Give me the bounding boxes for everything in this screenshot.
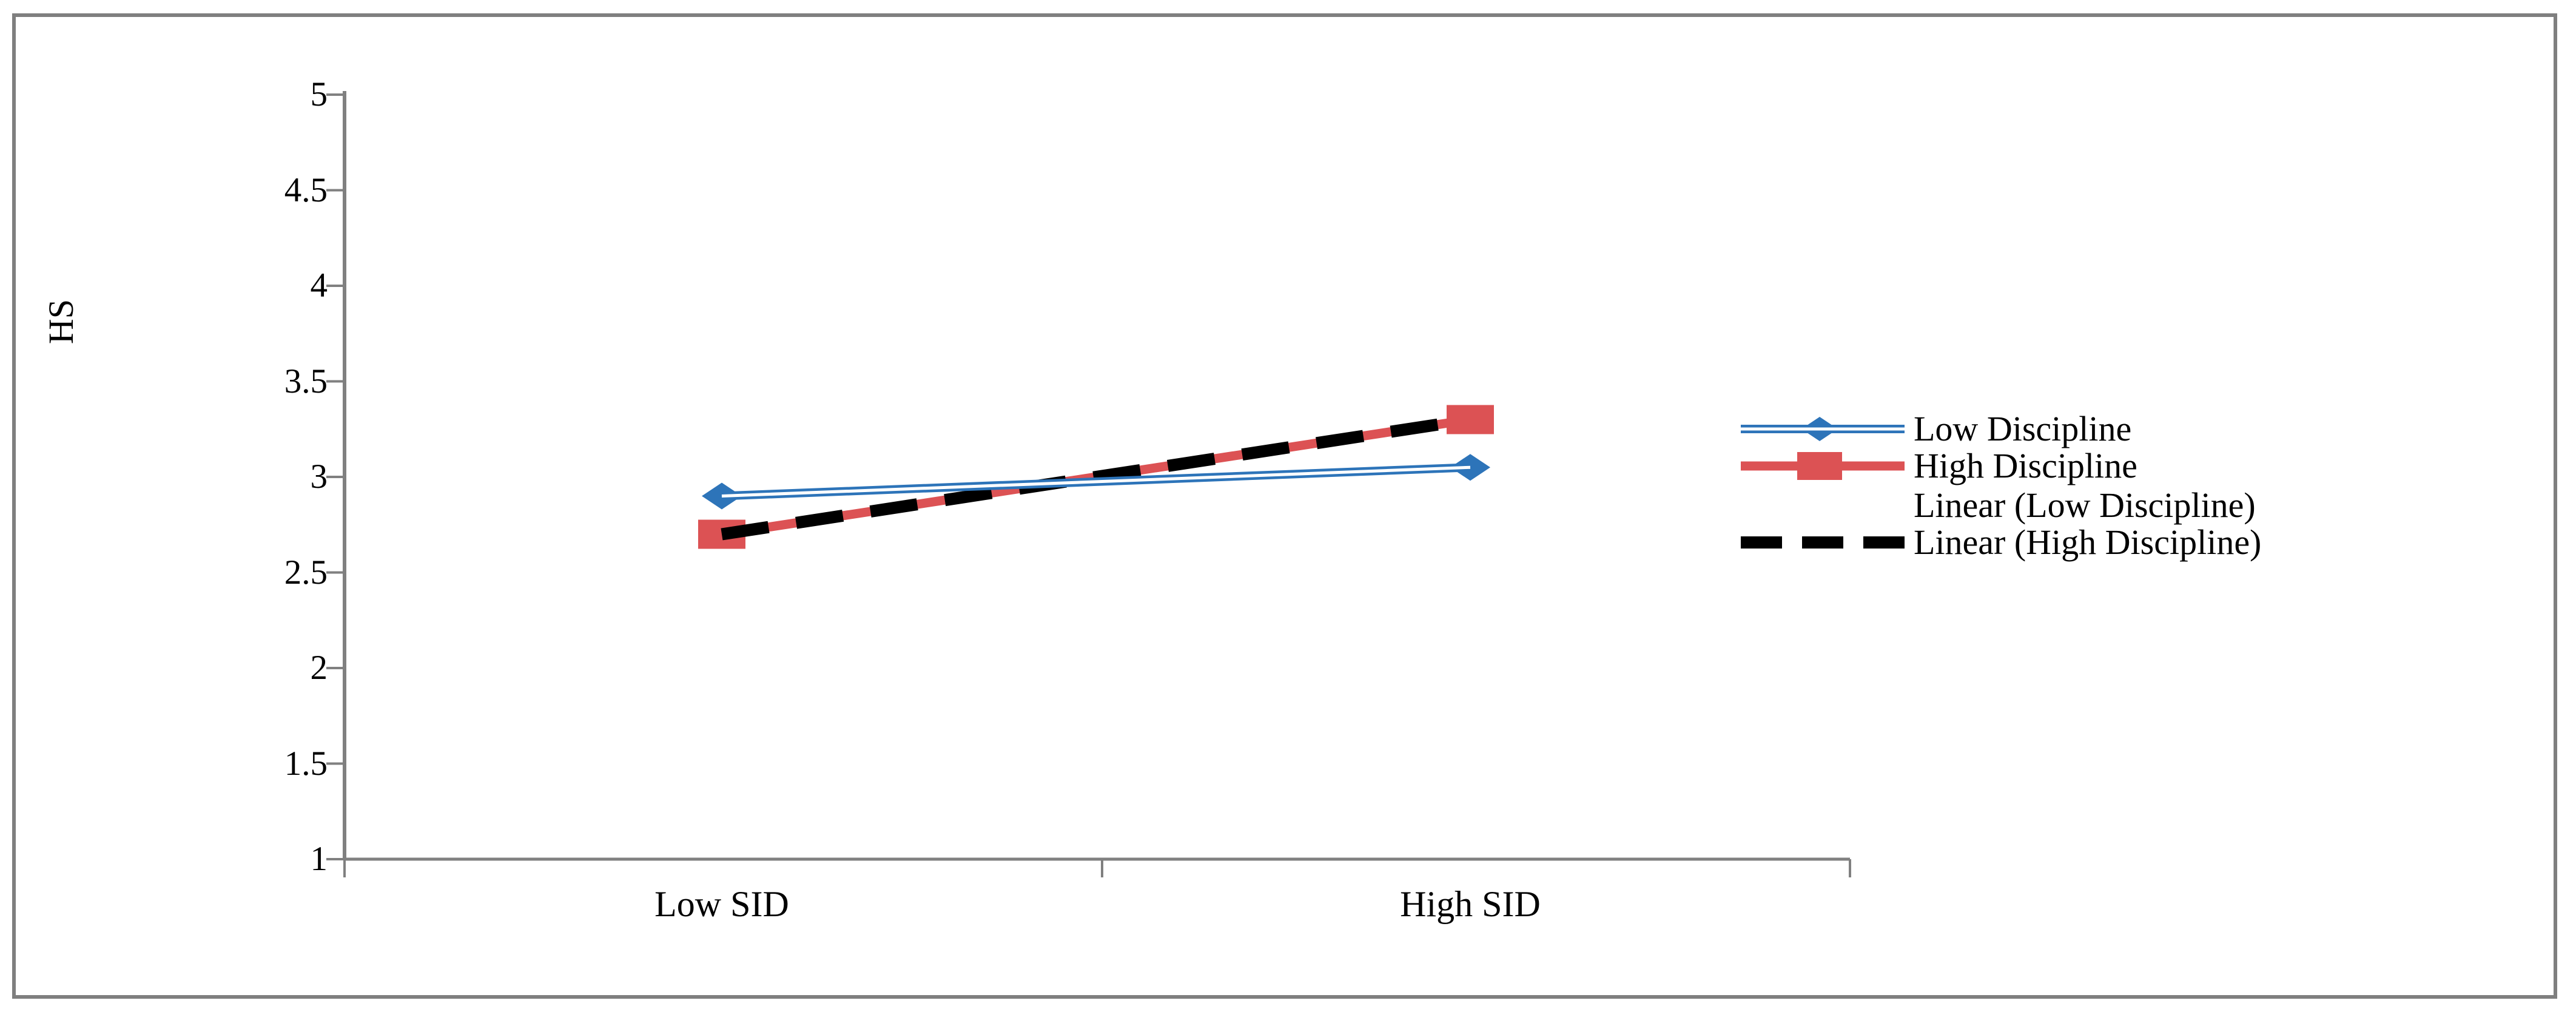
legend-label: High Discipline bbox=[1914, 446, 2137, 485]
y-tick-label: 1.5 bbox=[284, 744, 328, 783]
y-tick-label: 3.5 bbox=[284, 362, 328, 400]
figure-border bbox=[12, 13, 2557, 999]
y-tick-label: 1 bbox=[310, 840, 328, 878]
x-category-label: High SID bbox=[1400, 884, 1541, 924]
legend-label: Linear (High Discipline) bbox=[1914, 522, 2262, 562]
x-category-label: Low SID bbox=[654, 884, 789, 924]
y-tick-label: 5 bbox=[310, 75, 328, 113]
marker-square-high-sid bbox=[1447, 405, 1494, 434]
trendline-linear-high-discipline bbox=[721, 413, 1471, 541]
y-tick-label: 3 bbox=[310, 457, 328, 496]
y-tick-label: 4 bbox=[310, 266, 328, 305]
legend-label: Low Discipline bbox=[1914, 409, 2132, 448]
legend-marker-square-icon bbox=[1797, 452, 1842, 480]
y-tick-label: 2.5 bbox=[284, 553, 328, 592]
y-tick-label: 4.5 bbox=[284, 170, 328, 209]
trendline-linear-low-discipline bbox=[721, 465, 1471, 498]
y-tick-label: 2 bbox=[310, 649, 328, 687]
legend-label: Linear (Low Discipline) bbox=[1914, 485, 2256, 525]
